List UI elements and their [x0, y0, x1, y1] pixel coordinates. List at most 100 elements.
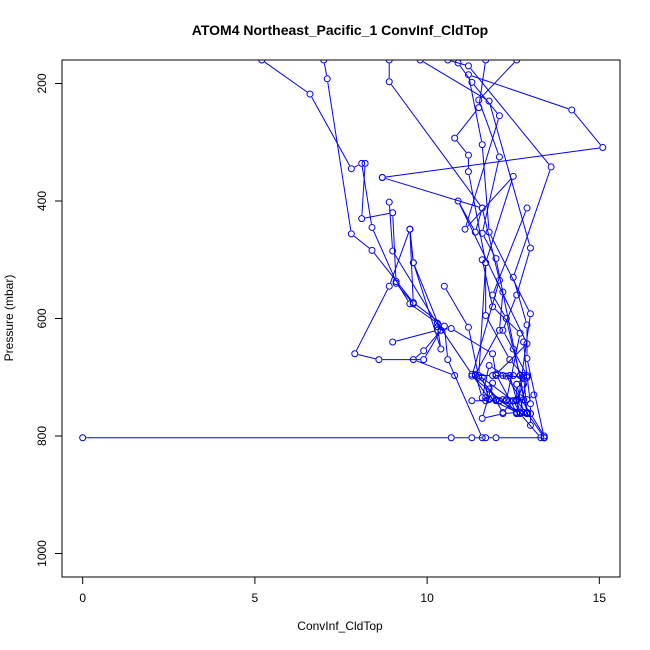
series-8-segment: [526, 378, 531, 401]
data-point: [499, 371, 507, 379]
series-2-segment: [444, 329, 448, 357]
data-point: [502, 315, 510, 322]
series-18-segment: [493, 297, 505, 316]
series-6-segment: [468, 175, 486, 260]
series-8-segment: [503, 298, 516, 328]
data-point: [478, 373, 486, 381]
series-13-segment: [454, 329, 490, 353]
series-9-segment: [482, 160, 500, 230]
series-5-segment: [451, 60, 466, 66]
x-axis-label: ConvInf_CldTop: [297, 619, 383, 633]
data-point: [482, 60, 490, 64]
data-point: [506, 397, 514, 405]
series-layer: [79, 60, 607, 442]
data-point: [482, 434, 490, 442]
data-point: [375, 356, 383, 364]
data-point: [523, 321, 531, 329]
series-18-segment: [506, 321, 513, 346]
series-13-segment: [440, 328, 448, 331]
data-point: [478, 204, 486, 212]
data-point: [516, 409, 524, 416]
series-11-segment: [355, 289, 389, 351]
data-point: [320, 60, 328, 64]
data-point: [409, 300, 417, 308]
data-point: [485, 362, 493, 369]
series-14: [406, 225, 459, 379]
data-point: [499, 288, 507, 296]
series-13: [389, 324, 531, 381]
data-point: [499, 396, 507, 404]
data-point: [468, 397, 476, 405]
data-point: [351, 350, 359, 358]
data-point: [526, 244, 534, 252]
series-22-segment: [482, 386, 493, 416]
data-point: [437, 345, 445, 353]
series-4-segment: [490, 235, 530, 311]
data-point: [471, 371, 479, 379]
data-point: [389, 247, 397, 255]
series-6-segment: [486, 318, 509, 357]
data-point: [468, 434, 476, 442]
data-point: [464, 323, 472, 331]
data-point: [361, 159, 369, 167]
plot-frame: [61, 59, 621, 578]
series-18: [489, 204, 531, 404]
data-point: [520, 338, 528, 346]
series-1-segment: [522, 416, 539, 436]
data-point: [492, 396, 500, 404]
x-tick-label: 10: [420, 591, 434, 605]
data-point: [526, 410, 534, 418]
data-point: [520, 380, 528, 388]
series-1-segment: [439, 325, 471, 372]
data-point: [347, 165, 355, 173]
data-point: [489, 379, 497, 387]
data-point: [454, 197, 462, 205]
data-point: [385, 282, 393, 290]
series-4: [378, 71, 607, 416]
data-point: [499, 410, 507, 418]
y-tick-label: 800: [35, 426, 49, 446]
data-point: [392, 279, 400, 287]
series-1-segment: [473, 376, 488, 397]
data-point: [461, 225, 469, 233]
data-point: [489, 303, 497, 311]
series-23-segment: [521, 400, 529, 411]
series-22-segment: [485, 413, 500, 419]
series-4-segment: [471, 75, 569, 110]
series-4-segment: [468, 78, 483, 142]
data-point: [499, 326, 507, 334]
series-11-segment: [358, 354, 376, 360]
data-point: [489, 371, 497, 379]
data-point: [526, 400, 534, 408]
data-point: [516, 329, 524, 337]
series-11-segment: [394, 253, 440, 328]
x-axis: 0 5 10 15: [79, 576, 606, 605]
data-point: [433, 326, 441, 334]
series-1-segment: [311, 96, 351, 166]
data-point: [358, 159, 366, 167]
series-21-segment: [531, 416, 543, 434]
y-tick-label: 600: [35, 308, 49, 328]
data-point: [513, 380, 521, 388]
data-point: [523, 373, 531, 381]
series-5-segment: [513, 280, 527, 322]
series-3-segment: [498, 345, 525, 373]
data-point: [540, 432, 548, 440]
data-point: [468, 78, 476, 86]
data-point: [530, 391, 538, 399]
series-8-segment: [517, 251, 530, 292]
x-tick-label: 5: [252, 591, 259, 605]
series-23-segment: [476, 333, 499, 372]
data-point: [502, 396, 510, 404]
series-14-segment: [409, 232, 414, 260]
series-16: [79, 434, 548, 442]
data-point: [444, 60, 452, 64]
data-point: [495, 326, 503, 334]
data-point: [492, 255, 500, 263]
data-point: [509, 371, 517, 379]
data-point: [347, 230, 355, 238]
data-point: [489, 394, 497, 402]
data-point: [513, 60, 521, 64]
data-point: [464, 168, 472, 176]
